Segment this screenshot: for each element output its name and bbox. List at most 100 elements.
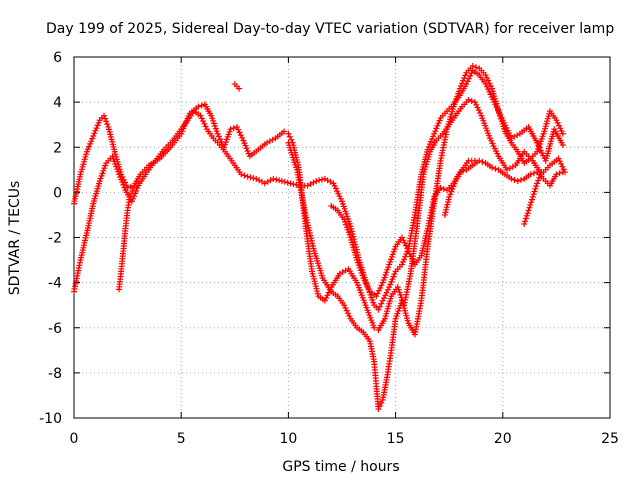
x-tick-label: 10 xyxy=(279,431,297,447)
data-segment xyxy=(548,110,558,121)
y-tick-label: 0 xyxy=(53,185,62,201)
data-segment xyxy=(465,65,474,74)
data-segment xyxy=(548,173,559,187)
data-segment xyxy=(374,282,385,297)
data-point xyxy=(555,155,562,162)
data-segment xyxy=(526,196,535,211)
data-segment xyxy=(362,331,372,342)
data-segment xyxy=(169,133,183,148)
series-track-6 xyxy=(231,81,243,92)
data-segment xyxy=(516,151,526,164)
data-segment xyxy=(438,128,450,162)
data-point xyxy=(399,261,406,268)
data-segment xyxy=(523,172,532,181)
data-segment xyxy=(71,173,83,205)
data-point xyxy=(83,148,90,155)
data-segment xyxy=(363,304,377,329)
data-segment xyxy=(479,115,492,139)
data-segment xyxy=(552,128,565,146)
data-segment xyxy=(376,318,387,331)
data-segment xyxy=(556,170,563,177)
data-point xyxy=(90,132,97,139)
data-segment xyxy=(203,103,213,117)
series-track-8 xyxy=(521,169,545,227)
data-segment xyxy=(222,128,233,148)
data-point xyxy=(278,178,285,185)
data-segment xyxy=(503,130,514,144)
data-point xyxy=(525,207,532,214)
data-segment xyxy=(266,136,276,145)
data-segment xyxy=(376,300,385,310)
data-segment xyxy=(171,128,183,142)
data-segment xyxy=(484,161,493,170)
data-segment xyxy=(477,74,487,85)
data-segment xyxy=(460,160,470,171)
data-segment xyxy=(342,219,353,238)
data-segment xyxy=(331,182,344,202)
data-segment xyxy=(488,137,501,157)
data-segment xyxy=(471,69,481,77)
data-segment xyxy=(406,214,418,250)
data-segment xyxy=(330,290,339,298)
data-segment xyxy=(447,114,457,126)
data-segment xyxy=(458,83,469,97)
data-segment xyxy=(451,88,462,108)
x-tick-label: 5 xyxy=(177,431,186,447)
data-segment xyxy=(324,177,334,185)
data-point xyxy=(559,169,566,176)
data-segment xyxy=(543,128,557,162)
data-segment xyxy=(91,180,102,205)
data-segment xyxy=(418,227,431,257)
data-segment xyxy=(321,277,333,293)
y-axis-label: SDTVAR / TECUs xyxy=(7,181,23,296)
data-segment xyxy=(492,165,499,172)
data-point xyxy=(392,315,399,322)
data-point xyxy=(527,171,534,178)
data-segment xyxy=(519,125,530,135)
data-segment xyxy=(388,318,399,351)
data-segment xyxy=(432,187,442,198)
data-segment xyxy=(412,173,424,216)
data-point xyxy=(469,63,476,70)
data-segment xyxy=(209,115,220,135)
data-point xyxy=(508,175,515,182)
data-segment xyxy=(542,178,551,187)
series-track-3 xyxy=(285,63,566,412)
data-segment xyxy=(400,237,411,252)
x-tick-label: 20 xyxy=(494,431,512,447)
data-segment xyxy=(425,133,437,150)
data-segment xyxy=(461,99,470,108)
data-segment xyxy=(444,106,456,130)
data-point xyxy=(431,130,438,137)
x-tick-label: 15 xyxy=(387,431,405,447)
data-segment xyxy=(446,103,455,112)
data-segment xyxy=(473,101,484,116)
data-segment xyxy=(163,139,174,151)
y-tick-label: -6 xyxy=(48,321,62,337)
data-point xyxy=(379,279,386,286)
data-segment xyxy=(535,133,546,153)
data-segment xyxy=(84,203,96,234)
data-segment xyxy=(307,179,317,188)
data-point xyxy=(399,234,406,241)
data-point xyxy=(465,96,472,103)
data-segment xyxy=(336,209,346,221)
data-segment xyxy=(389,286,400,297)
data-segment xyxy=(132,173,143,187)
data-point xyxy=(313,178,320,185)
data-segment xyxy=(511,177,518,183)
data-segment xyxy=(454,105,464,117)
y-tick-label: 2 xyxy=(53,140,62,156)
data-segment xyxy=(361,277,372,292)
data-point xyxy=(236,85,243,92)
grid xyxy=(74,57,610,418)
data-segment xyxy=(523,157,532,165)
data-point xyxy=(287,180,294,187)
data-segment xyxy=(387,271,398,288)
data-segment xyxy=(316,176,325,184)
data-segment xyxy=(394,263,403,273)
data-segment xyxy=(381,286,391,301)
data-segment xyxy=(286,142,300,171)
data-segment xyxy=(303,214,317,252)
data-segment xyxy=(339,200,353,227)
